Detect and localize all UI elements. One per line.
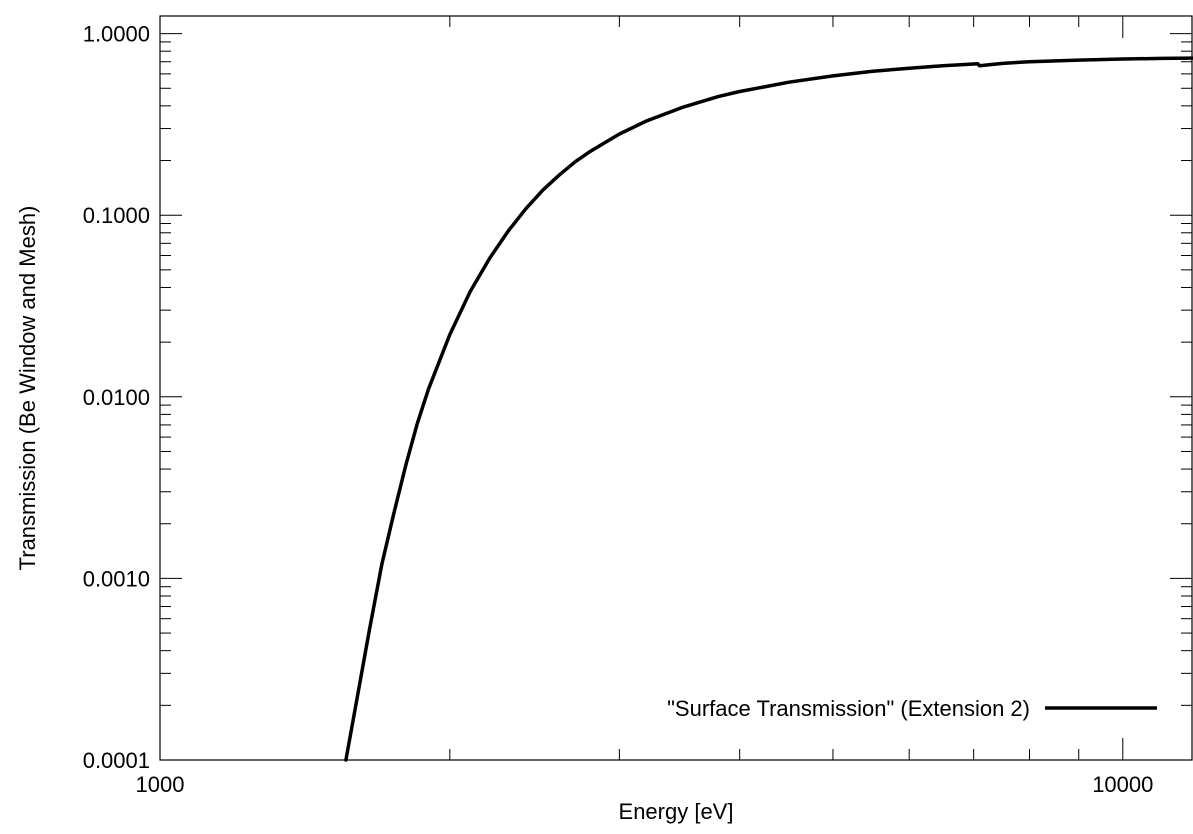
y-tick-label: 0.0100 (83, 385, 150, 410)
y-tick-label: 1.0000 (83, 22, 150, 47)
legend: "Surface Transmission" (Extension 2) (667, 696, 1157, 721)
y-axis-title: Transmission (Be Window and Mesh) (15, 206, 40, 571)
y-axis-ticks (160, 33, 1192, 761)
y-axis-tick-labels: 1.0000 0.1000 0.0100 0.0010 0.0001 (83, 22, 150, 773)
plot-frame (159, 15, 1193, 761)
x-tick-label: 10000 (1092, 772, 1153, 797)
x-axis-ticks (159, 16, 1124, 760)
series-line-surface-transmission (344, 56, 1193, 762)
x-axis-tick-labels: 1000 10000 (136, 772, 1154, 797)
x-axis-title: Energy [eV] (619, 799, 734, 824)
y-tick-label: 0.0001 (83, 748, 150, 773)
legend-entry-label: "Surface Transmission" (Extension 2) (667, 696, 1030, 721)
y-tick-label: 0.0010 (83, 566, 150, 591)
y-tick-label: 0.1000 (83, 203, 150, 228)
x-tick-label: 1000 (136, 772, 185, 797)
